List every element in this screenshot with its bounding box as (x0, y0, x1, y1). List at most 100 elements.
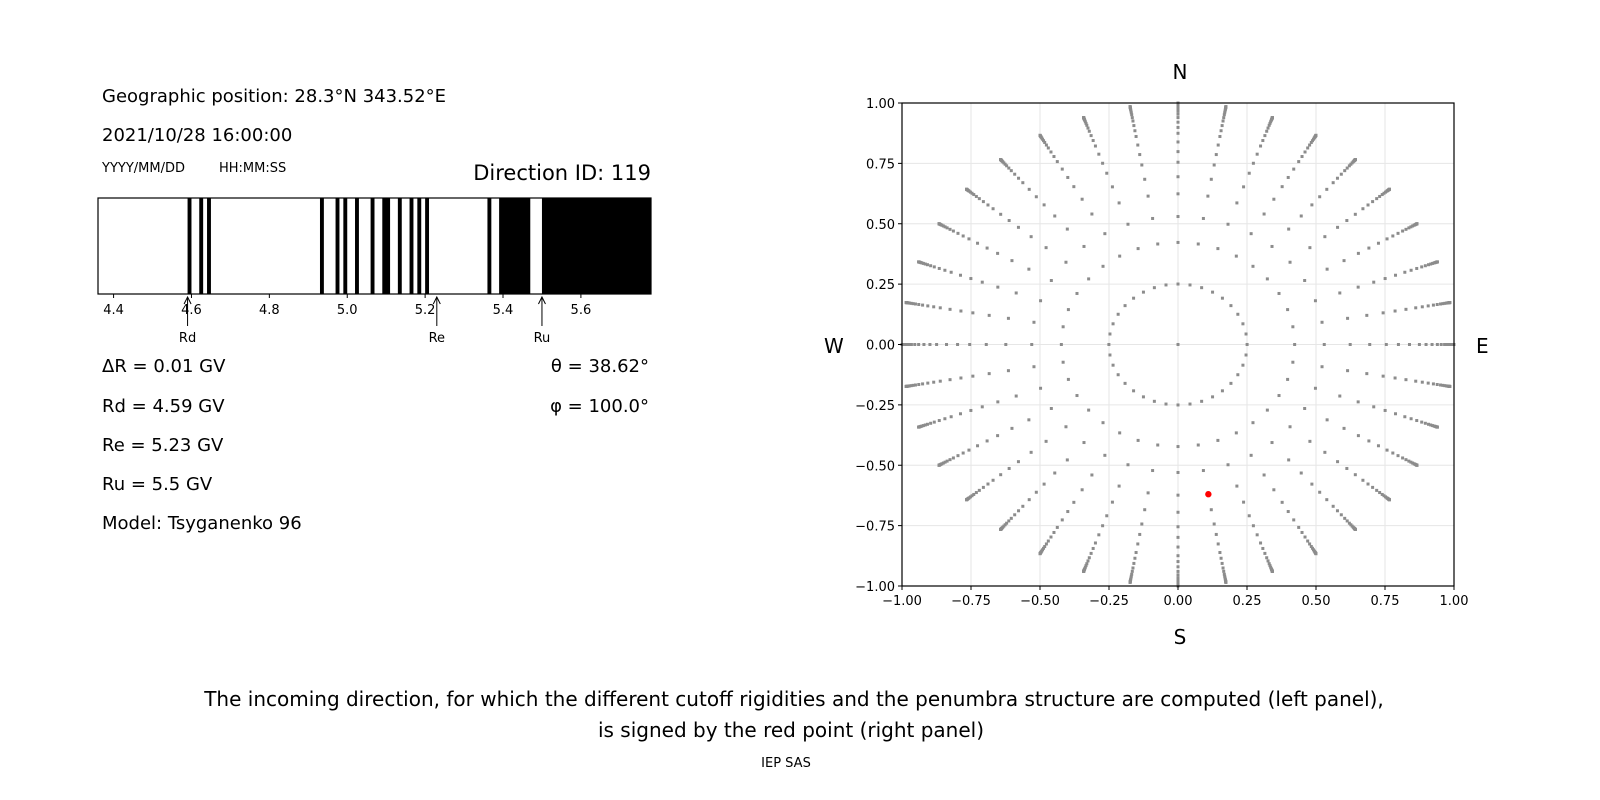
direction-point (1266, 559, 1270, 563)
direction-point (1013, 172, 1017, 176)
allowed-band (499, 198, 531, 294)
direction-point (1435, 260, 1439, 264)
direction-point (1034, 490, 1038, 494)
marker-label-re: Re (429, 331, 445, 346)
direction-point (1087, 556, 1091, 560)
direction-point (1130, 572, 1134, 576)
direction-point (1262, 212, 1266, 216)
direction-point (976, 444, 980, 448)
direction-point (1268, 121, 1272, 125)
direction-point (1176, 470, 1180, 474)
direction-point (1448, 301, 1452, 305)
direction-point (1131, 119, 1135, 123)
direction-point (1309, 140, 1313, 144)
allowed-band (425, 198, 430, 294)
direction-point (1424, 343, 1428, 346)
direction-point (1346, 369, 1350, 373)
direction-point (1277, 291, 1281, 295)
direction-point (1066, 308, 1070, 312)
direction-point (1049, 535, 1053, 539)
direction-point (1242, 185, 1246, 189)
direction-point (1267, 123, 1271, 127)
x-tick-label: 1.00 (1440, 594, 1469, 609)
direction-point (1176, 535, 1180, 539)
direction-point (1030, 343, 1034, 346)
direction-point (991, 207, 995, 211)
direction-point (1384, 343, 1388, 346)
direction-point (1123, 304, 1127, 308)
direction-point (1338, 291, 1342, 295)
direction-point (1251, 421, 1255, 425)
allowed-band (187, 198, 192, 294)
direction-point (943, 268, 947, 272)
direction-point (1176, 403, 1180, 407)
direction-point (1006, 316, 1010, 320)
direction-point (905, 343, 909, 346)
direction-point (1342, 426, 1346, 430)
direction-point (1132, 389, 1136, 393)
direction-point (961, 451, 965, 455)
direction-point (1356, 251, 1360, 255)
direction-point (1287, 227, 1291, 231)
direction-point (1262, 473, 1266, 477)
direction-point (926, 304, 930, 308)
direction-point (1090, 212, 1094, 216)
direction-point (1439, 302, 1443, 306)
direction-point (1286, 308, 1290, 312)
direction-point (1401, 229, 1405, 233)
direction-point (1211, 395, 1215, 399)
direction-point (1383, 277, 1387, 281)
direction-point (1325, 418, 1329, 422)
direction-point (948, 458, 952, 462)
direction-point (1046, 146, 1050, 150)
direction-point (1353, 158, 1357, 162)
direction-point (1085, 562, 1089, 566)
direction-point (1403, 270, 1407, 274)
direction-point (1407, 343, 1411, 346)
direction-point (1371, 485, 1375, 489)
direction-point (1365, 313, 1369, 317)
direction-point (1176, 109, 1180, 113)
direction-point (1219, 556, 1223, 560)
direction-point (1396, 454, 1400, 458)
y-tick-label: 0.50 (866, 218, 895, 233)
direction-point (1236, 312, 1240, 316)
direction-point (1176, 150, 1180, 154)
direction-point (981, 200, 985, 204)
direction-point (1265, 129, 1269, 133)
direction-point (1255, 533, 1259, 537)
direction-point (1286, 510, 1290, 514)
direction-point (1042, 482, 1046, 486)
direction-point (996, 285, 1000, 289)
direction-point (1347, 521, 1351, 525)
direction-point (1385, 237, 1389, 241)
x-tick-label: 0.50 (1302, 594, 1331, 609)
direction-point (999, 212, 1003, 216)
direction-point (1247, 514, 1251, 518)
direction-point (1297, 160, 1301, 164)
direction-point (1435, 343, 1439, 346)
direction-point (1249, 453, 1253, 457)
direction-point (1265, 408, 1269, 412)
direction-point (1261, 139, 1265, 143)
direction-point (917, 425, 921, 429)
direction-point (1136, 438, 1140, 442)
direction-point (965, 498, 969, 502)
direction-point (965, 187, 969, 191)
direction-point (1060, 518, 1064, 522)
compass-east: E (1476, 334, 1489, 358)
direction-point (1176, 112, 1180, 116)
direction-point (1021, 504, 1025, 508)
direction-point (1356, 285, 1360, 289)
direction-point (1136, 247, 1140, 251)
direction-point (1117, 484, 1121, 488)
direction-point (1372, 280, 1376, 284)
delta-r: ΔR = 0.01 GV (102, 356, 226, 377)
direction-point (1292, 518, 1296, 522)
direction-point (1291, 360, 1295, 364)
direction-point (1134, 551, 1138, 555)
direction-point (1082, 116, 1086, 120)
direction-point (1222, 572, 1226, 576)
direction-point (945, 459, 949, 463)
direction-point (932, 305, 936, 309)
